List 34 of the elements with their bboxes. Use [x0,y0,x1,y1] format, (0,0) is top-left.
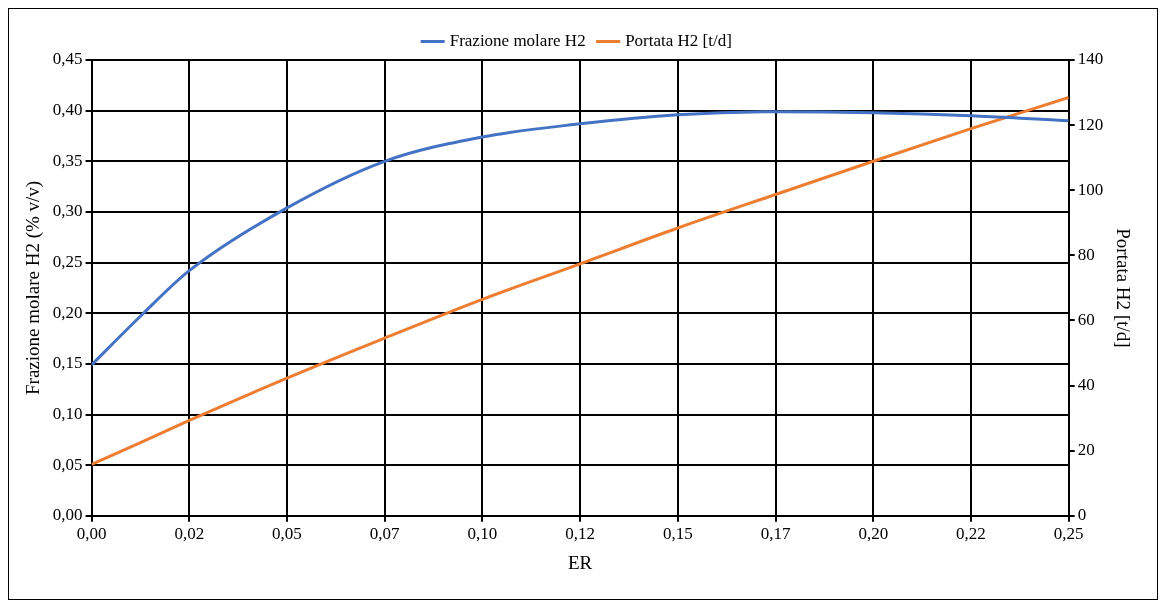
x-tick-label: 0,25 [1053,524,1084,544]
y2-tick-label: 40 [1077,375,1095,395]
x-tick-label: 0,20 [858,524,889,544]
y2-tick-label: 0 [1077,505,1087,525]
legend-label: Portata H2 [t/d] [625,30,732,50]
x-tick-label: 0,05 [272,524,302,544]
x-tick-label: 0,17 [760,524,791,544]
x-tick-label: 0,12 [565,524,595,544]
x-tick-label: 0,15 [662,524,693,544]
legend-label: Frazione molare H2 [449,30,586,50]
x-tick-label: 0,22 [956,524,986,544]
y2-tick-label: 140 [1077,49,1104,69]
y-tick-label: 0,40 [52,100,83,120]
y-tick-label: 0,45 [52,49,83,69]
y-tick-label: 0,30 [52,201,83,221]
y-tick-label: 0,10 [52,403,83,423]
x-tick-label: 0,07 [369,524,401,544]
y2-axis-title: Portata H2 [t/d] [1112,228,1134,348]
y2-tick-label: 100 [1077,179,1104,199]
y2-tick-label: 80 [1077,244,1095,264]
x-tick-label: 0,00 [76,524,107,544]
y-tick-label: 0,15 [52,353,83,373]
y-tick-label: 0,25 [52,252,83,272]
y2-tick-label: 120 [1077,114,1104,134]
y-tick-label: 0,05 [52,454,83,474]
y-tick-label: 0,20 [52,302,83,322]
y-axis-title: Frazione molare H2 (% v/v) [22,180,45,396]
y2-tick-label: 20 [1077,440,1095,460]
x-tick-label: 0,10 [467,524,498,544]
y-tick-label: 0,35 [52,150,83,170]
y2-tick-label: 60 [1077,309,1095,329]
x-tick-label: 0,02 [174,524,205,544]
x-axis-title: ER [567,551,593,573]
y-tick-label: 0,00 [52,505,83,525]
